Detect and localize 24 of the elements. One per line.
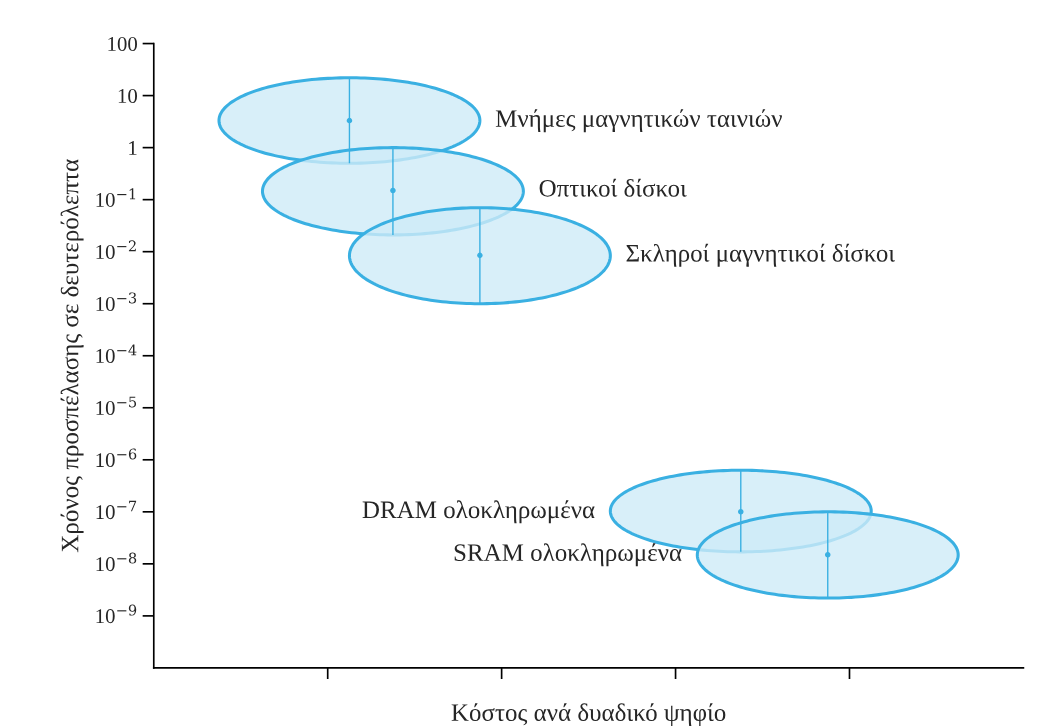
annotation: Μνήμες μαγνητικών ταινιών <box>495 109 782 133</box>
y-tick-label: 10 <box>118 88 138 104</box>
point <box>346 117 353 124</box>
point <box>390 187 396 194</box>
y-tick-label: 100 <box>108 36 138 51</box>
annotation: Οπτικοί δίσκοι <box>539 178 687 197</box>
y-tick-label: 10$^{−7}$ <box>96 500 137 520</box>
y-tick-label: 10$^{−2}$ <box>96 240 136 259</box>
y-tick-label: 10$^{−1}$ <box>96 188 136 207</box>
y-axis-title: Χρόνος προσπέλασης σε δευτερόλεπτα <box>60 159 84 553</box>
y-tick-label: 10$^{−3}$ <box>96 292 137 311</box>
annotation: DRAM ολοκληρωμένα <box>362 500 595 524</box>
y-tick-label: 10$^{−6}$ <box>96 448 137 468</box>
y-tick-label: 10$^{−5}$ <box>96 396 137 416</box>
point <box>477 252 483 259</box>
y-tick-label: 10$^{−4}$ <box>96 344 137 364</box>
annotation: SRAM ολοκληρωμένα <box>454 543 682 567</box>
y-tick-label: 10$^{−9}$ <box>96 604 137 624</box>
y-tick-label: 1 <box>129 141 137 155</box>
y-tick-label: 10$^{−8}$ <box>96 552 137 572</box>
point <box>738 509 744 515</box>
annotation: Σκληροί μαγνητικοί δίσκοι <box>626 243 895 267</box>
point <box>824 551 831 558</box>
x-axis-title: Κόστος ανά δυαδικό ψηφίο <box>451 703 726 726</box>
